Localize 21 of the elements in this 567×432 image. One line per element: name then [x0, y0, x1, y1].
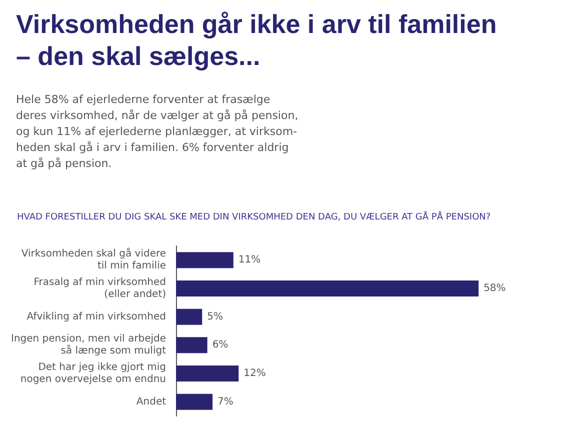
data-label: 6% [212, 340, 228, 351]
y-tick-label: Virksomheden skal gå videre til min familie [21, 248, 166, 272]
y-tick-label: Andet [136, 396, 166, 408]
chart-subtitle: Hele 58% af ejerlederne forventer at frasælge deres virksomhed, når de vælger at gå på pension, og kun 11% af ejerlederne planlægger, at virksom- heden skal gå i arv i familien. 6% forventer aldrig at gå på pension. [16, 92, 298, 172]
y-tick-label: Frasalg af min virksomhed (eller andet) [34, 277, 166, 300]
text: HVAD FORESTILLER DU DIG SKAL SKE MED DIN VIRKSOMHED DEN DAG, DU VÆLGER AT GÅ PÅ PENSION? [17, 210, 491, 222]
data-label: 7% [218, 396, 234, 408]
data-label: 58% [484, 283, 506, 294]
y-tick-label: Ingen pension, men vil arbejde så længe som muligt [10, 334, 166, 357]
y-tick-label: Afvikling af min virksomhed [26, 311, 166, 322]
bar [176, 280, 479, 296]
data-label: 5% [207, 311, 223, 322]
data-label: 12% [244, 368, 266, 379]
bar [176, 394, 213, 410]
bar [176, 366, 239, 382]
chart-title: Virksomheden går ikke i arv til familien – den skal sælges... [16, 8, 497, 72]
bar [176, 337, 208, 354]
bar [176, 252, 234, 268]
y-tick-label: Det har jeg ikke gjort mig nogen overvejelse om endnu [20, 362, 166, 385]
bar [176, 308, 202, 325]
data-label: 11% [238, 254, 261, 266]
